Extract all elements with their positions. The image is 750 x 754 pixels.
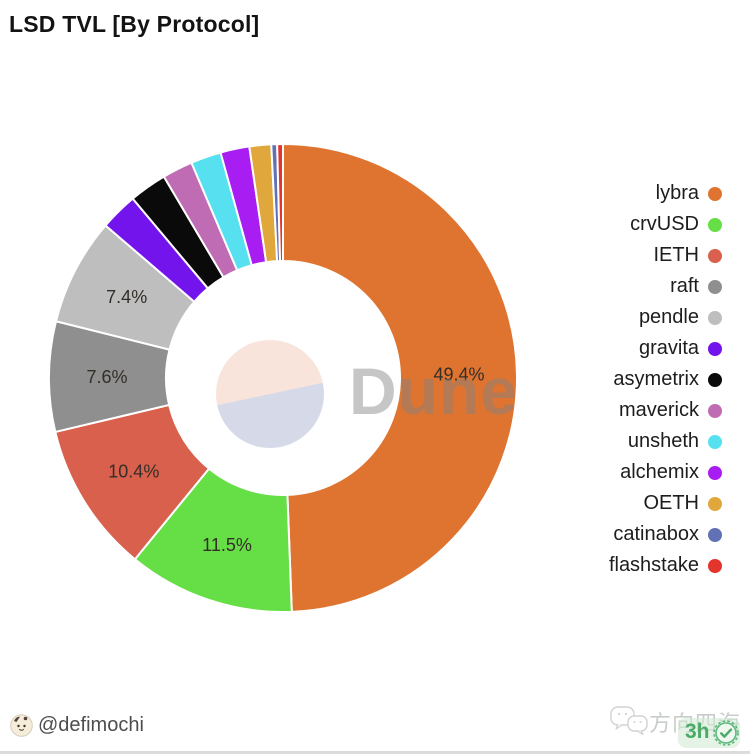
channel-watermark: 方向四海 3h (610, 698, 745, 750)
slice-label-crvUSD: 11.5% (202, 535, 252, 555)
legend-label: OETH (643, 492, 699, 514)
legend-swatch (708, 496, 722, 511)
legend-swatch (708, 527, 722, 542)
slice-label-IETH: 10.4% (108, 461, 159, 481)
legend-label: crvUSD (630, 213, 699, 235)
legend-item-flashstake[interactable]: flashstake (609, 550, 722, 581)
legend-label: gravita (638, 337, 699, 359)
legend-swatch (708, 372, 722, 387)
badge-time: 3h (685, 720, 710, 743)
legend-item-maverick[interactable]: maverick (609, 395, 722, 426)
legend-item-crvUSD[interactable]: crvUSD (609, 209, 722, 240)
legend-item-asymetrix[interactable]: asymetrix (609, 364, 722, 395)
legend-swatch (708, 217, 722, 232)
legend-item-catinabox[interactable]: catinabox (609, 519, 722, 550)
legend-label: catinabox (613, 523, 699, 545)
legend-item-IETH[interactable]: IETH (609, 240, 722, 271)
legend-swatch (708, 434, 722, 449)
chart-legend: lybra crvUSD IETH raft pendle gravita asymetri… (609, 178, 722, 581)
legend-item-gravita[interactable]: gravita (609, 333, 722, 364)
legend-swatch (708, 310, 722, 325)
legend-item-OETH[interactable]: OETH (609, 488, 722, 519)
dune-logo-circle (216, 340, 324, 448)
legend-swatch (708, 248, 722, 263)
legend-label: unsheth (627, 430, 699, 452)
author-avatar (10, 714, 33, 737)
slice-lybra[interactable] (282, 143, 518, 613)
legend-swatch (708, 403, 722, 418)
legend-swatch (708, 341, 722, 356)
page-title: LSD TVL [By Protocol] (9, 11, 260, 37)
legend-item-pendle[interactable]: pendle (609, 302, 722, 333)
legend-swatch (708, 558, 722, 573)
legend-swatch (708, 186, 722, 201)
donut-slice-labels: 49.4% 11.5% 10.4% 7.6% 7.4% (86, 287, 484, 555)
author-credit: @defimochi (10, 714, 144, 737)
legend-swatch (708, 279, 722, 294)
legend-label: pendle (638, 306, 699, 328)
legend-label: raft (670, 275, 699, 297)
legend-label: IETH (653, 244, 699, 266)
legend-item-alchemix[interactable]: alchemix (609, 457, 722, 488)
legend-label: maverick (618, 399, 699, 421)
legend-label: alchemix (620, 461, 699, 483)
legend-swatch (708, 465, 722, 480)
slice-label-raft: 7.6% (86, 367, 127, 387)
legend-item-unsheth[interactable]: unsheth (609, 426, 722, 457)
legend-item-raft[interactable]: raft (609, 271, 722, 302)
legend-label: flashstake (608, 554, 699, 576)
legend-label: lybra (655, 182, 699, 204)
author-handle: @defimochi (38, 714, 144, 736)
donut-slices (48, 143, 518, 613)
slice-flashstake[interactable] (276, 143, 284, 263)
legend-item-lybra[interactable]: lybra (609, 178, 722, 209)
wechat-icon (610, 706, 648, 736)
slice-label-lybra: 49.4% (433, 365, 484, 385)
verified-seal-icon (713, 720, 739, 746)
bottom-divider (0, 751, 750, 754)
slice-label-pendle: 7.4% (106, 287, 147, 307)
legend-label: asymetrix (613, 368, 699, 390)
